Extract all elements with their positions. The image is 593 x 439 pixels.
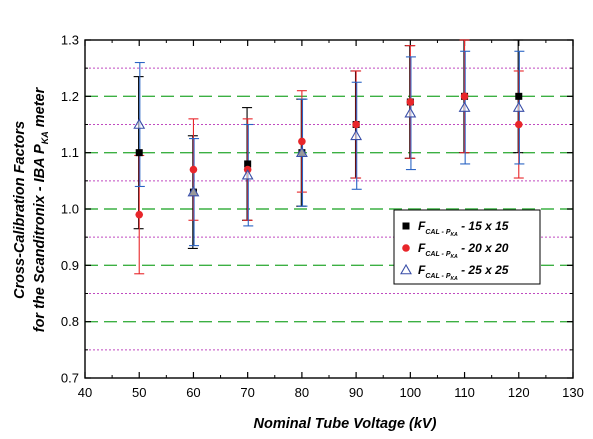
y-axis-title-line1: Cross-Calibration Factors [12, 121, 28, 299]
legend-label-subsubscript: KA [451, 254, 459, 260]
data-point-triangle [458, 101, 471, 112]
x-tick-label: 120 [508, 385, 530, 400]
data-point-triangle [187, 185, 200, 197]
legend-label: FCAL - PKA - 20 x 20 [418, 241, 509, 260]
legend-label-main: F [418, 241, 426, 255]
y-axis-title-line2-end: meter [32, 86, 48, 131]
data-point-circle [135, 210, 144, 219]
legend-label: FCAL - PKA - 15 x 15 [418, 219, 509, 238]
x-tick-label: 90 [349, 385, 363, 400]
reference-lines [85, 67, 573, 351]
legend-label-subsubscript: KA [451, 276, 459, 282]
x-tick-label: 70 [240, 385, 254, 400]
y-tick-label: 1.0 [61, 202, 79, 217]
x-tick-label: 130 [562, 385, 584, 400]
y-tick-label: 0.8 [61, 314, 79, 329]
data-point-triangle [133, 118, 146, 129]
legend-label-rest: - 20 x 20 [458, 241, 509, 255]
data-point-circle [298, 137, 306, 146]
data-point-triangle [512, 101, 525, 112]
plot-border [84, 39, 574, 379]
data-point-square [135, 149, 143, 157]
x-axis-title: Nominal Tube Voltage (kV) [254, 416, 437, 432]
x-tick-label: 100 [399, 385, 421, 400]
x-tick-label: 50 [132, 385, 146, 400]
legend-label-main: F [418, 263, 426, 277]
legend-box [393, 209, 541, 285]
y-tick-label: 0.9 [61, 258, 79, 273]
data-markers [133, 92, 525, 219]
y-axis-title: Cross-Calibration Factors for the Scandi… [12, 86, 50, 332]
y-axis-title-line2: for the Scanditronix - IBA PKA meter [32, 86, 50, 332]
x-tick-label: 40 [78, 385, 92, 400]
y-axis-title-line2-main: for the Scanditronix - IBA P [32, 144, 48, 332]
legend-label-subsubscript: KA [451, 232, 459, 238]
legend-label-subscript: CAL - P [425, 273, 450, 280]
y-tick-label: 1.3 [61, 33, 79, 48]
y-axis-title-line2-subscript: KA [40, 131, 50, 144]
x-tick-label: 80 [295, 385, 309, 400]
data-point-square [244, 160, 252, 168]
legend-label-subscript: CAL - P [425, 251, 450, 258]
x-tick-label: 110 [454, 385, 475, 400]
y-tick-label: 1.1 [61, 145, 79, 160]
data-point-triangle [350, 129, 363, 141]
data-point-triangle [404, 107, 417, 118]
legend-label-rest: - 15 x 15 [458, 219, 509, 233]
legend-label-main: F [418, 219, 426, 233]
plot-frame [84, 39, 574, 379]
x-tick-label: 60 [186, 385, 200, 400]
y-tick-label: 0.7 [61, 371, 79, 386]
data-point-circle [460, 92, 469, 101]
axis-ticks: 40 50 60 70 80 90 100 110 120 130 0.7 0.8 0.9 1.0 1.1 1… [61, 33, 584, 401]
data-point-circle [189, 165, 198, 174]
legend-marker-triangle [400, 263, 412, 275]
legend-marker-circle [402, 244, 410, 252]
legend-label-rest: - 25 x 25 [458, 263, 509, 277]
data-point-circle [514, 120, 523, 129]
data-point-square [515, 92, 523, 100]
y-tick-label: 1.2 [61, 89, 79, 104]
data-point-triangle [241, 169, 254, 180]
data-point-circle [352, 120, 360, 129]
legend-label-subscript: CAL - P [425, 229, 450, 236]
legend-marker-square [402, 222, 410, 230]
data-point-triangle [295, 146, 308, 157]
data-point-circle [406, 98, 415, 106]
legend-label: FCAL - PKA - 25 x 25 [418, 263, 509, 282]
